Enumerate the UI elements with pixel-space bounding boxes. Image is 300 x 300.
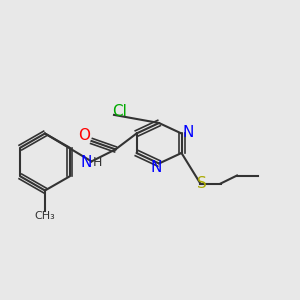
Text: CH₃: CH₃ [34,211,56,221]
Text: S: S [197,176,207,190]
Text: N: N [80,155,92,170]
Text: Cl: Cl [112,104,128,119]
Text: H: H [93,156,102,170]
Text: O: O [78,128,90,143]
Text: N: N [151,160,162,175]
Text: N: N [182,125,194,140]
